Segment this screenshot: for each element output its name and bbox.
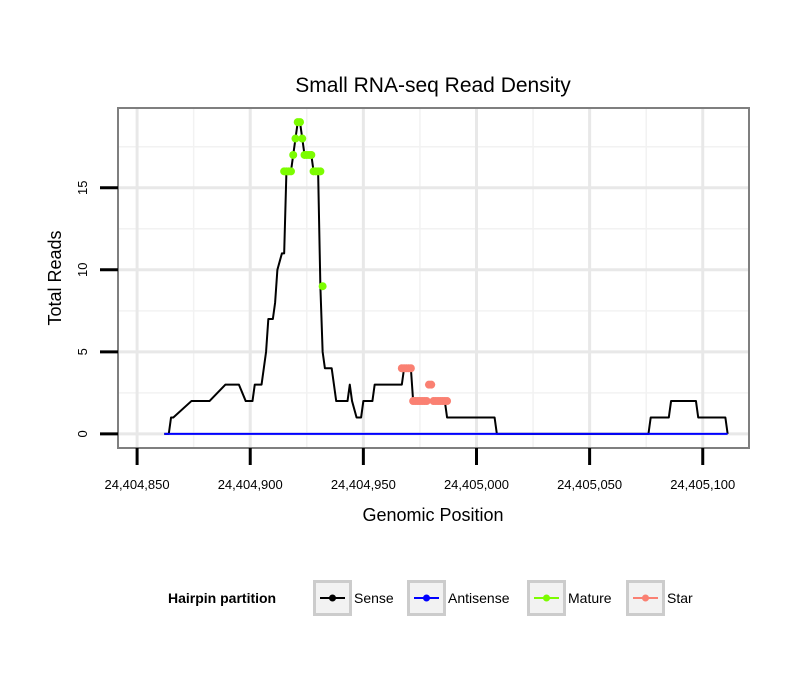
y-tick-label: 15	[75, 181, 90, 195]
data-point-mature	[289, 150, 298, 159]
legend-title: Hairpin partition	[168, 590, 276, 606]
legend-item-sense: Sense	[313, 580, 394, 616]
legend-item-label: Star	[667, 590, 693, 606]
grid	[119, 109, 748, 447]
data-point-star	[422, 397, 431, 406]
data-point-mature	[291, 134, 300, 143]
legend-key-point	[329, 594, 336, 602]
data-point-star	[427, 380, 436, 389]
x-tick-label: 24,405,050	[557, 477, 622, 492]
legend-item-label: Sense	[354, 590, 394, 606]
series-layer	[164, 118, 729, 435]
x-tick-label: 24,404,900	[218, 477, 283, 492]
y-tick-label: 10	[75, 263, 90, 277]
data-point-mature	[286, 167, 295, 176]
legend-key-point	[543, 594, 550, 602]
x-tick-label: 24,404,950	[331, 477, 396, 492]
x-tick-label: 24,404,850	[105, 477, 170, 492]
legend-item-label: Antisense	[448, 590, 510, 606]
y-axis-title: Total Reads	[45, 230, 65, 325]
data-point-mature	[318, 282, 327, 291]
legend-item-star: Star	[626, 580, 693, 616]
legend-item-antisense: Antisense	[407, 580, 510, 616]
plot-panel-border	[117, 107, 750, 449]
x-tick-label: 24,405,000	[444, 477, 509, 492]
y-tick-label: 5	[75, 348, 90, 355]
data-point-mature	[296, 118, 305, 127]
data-point-mature	[316, 167, 325, 176]
legend-item-mature: Mature	[527, 580, 612, 616]
data-point-star	[443, 397, 452, 406]
data-point-mature	[298, 134, 307, 143]
data-point-mature	[307, 150, 316, 159]
legend: Hairpin partition Sense Antisense Mature St…	[168, 580, 693, 616]
chart-title: Small RNA-seq Read Density	[295, 74, 571, 97]
legend-key-point	[642, 594, 649, 602]
y-tick-label: 0	[75, 430, 90, 437]
legend-item-label: Mature	[568, 590, 612, 606]
data-point-star	[406, 364, 415, 373]
axes: 24,404,850 24,404,900 24,404,950 24,405,000…	[75, 181, 735, 492]
x-axis-title: Genomic Position	[362, 505, 503, 525]
legend-key-point	[423, 594, 430, 602]
x-tick-label: 24,405,100	[670, 477, 735, 492]
